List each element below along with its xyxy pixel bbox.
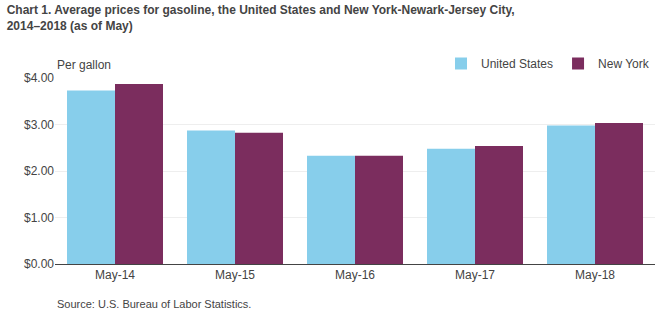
svg-text:$0.00: $0.00: [24, 257, 54, 271]
svg-text:May-16: May-16: [335, 268, 375, 282]
svg-text:May-15: May-15: [215, 268, 255, 282]
svg-text:Per gallon: Per gallon: [57, 58, 111, 72]
svg-text:New York: New York: [598, 57, 650, 71]
svg-text:$4.00: $4.00: [24, 71, 54, 85]
svg-text:$2.00: $2.00: [24, 164, 54, 178]
svg-text:Chart 1. Average prices for ga: Chart 1. Average prices for gasoline, th…: [7, 3, 515, 33]
svg-text:May-17: May-17: [455, 268, 495, 282]
svg-text:$3.00: $3.00: [24, 118, 54, 132]
svg-text:United States: United States: [481, 57, 553, 71]
svg-text:$1.00: $1.00: [24, 211, 54, 225]
svg-text:May-18: May-18: [575, 268, 615, 282]
svg-text:Source: U.S. Bureau of Labor S: Source: U.S. Bureau of Labor Statistics.: [57, 298, 251, 310]
svg-text:May-14: May-14: [95, 268, 135, 282]
